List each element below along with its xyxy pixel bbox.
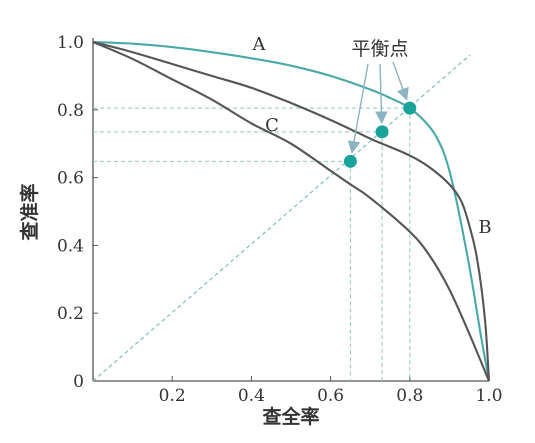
curves-group xyxy=(92,40,491,382)
balance-point-callout: 平衡点 xyxy=(351,38,408,60)
balance-points-group xyxy=(343,101,417,168)
curve-c xyxy=(92,41,490,382)
y-tick-label: 0 xyxy=(73,372,84,392)
y-tick-label: 0.2 xyxy=(57,304,84,324)
callout-arrow xyxy=(347,63,369,154)
curve-a xyxy=(92,40,491,382)
x-tick-label: 1.0 xyxy=(475,386,502,406)
curve-label-b: B xyxy=(478,217,491,238)
axes-group: 0.2 0.4 0.6 0.8 1.0 0 0.2 0.4 0.6 0.8 1.0 xyxy=(57,33,503,406)
x-axis-title: 查全率 xyxy=(261,405,319,428)
callout-arrow xyxy=(375,63,388,125)
y-tick-label: 0.8 xyxy=(57,101,84,121)
balance-point-dot xyxy=(375,125,389,139)
curve-b xyxy=(92,40,491,382)
balance-point-dot xyxy=(343,154,357,168)
labels-group: 查全率 查准率 A B C 平衡点 xyxy=(18,34,492,428)
x-tick-label: 0.8 xyxy=(396,386,423,406)
y-tick-label: 1.0 xyxy=(57,33,84,53)
callout-arrow xyxy=(392,61,409,101)
curve-label-c: C xyxy=(265,115,279,136)
x-tick-label: 0.2 xyxy=(159,386,186,406)
x-tick-label: 0.6 xyxy=(317,386,344,406)
x-tick-label: 0.4 xyxy=(238,386,265,406)
y-tick-label: 0.4 xyxy=(57,236,84,256)
y-tick-label: 0.6 xyxy=(57,169,84,189)
curve-label-a: A xyxy=(252,34,267,55)
y-axis-title: 查准率 xyxy=(18,183,41,241)
balance-point-dot xyxy=(403,101,417,115)
